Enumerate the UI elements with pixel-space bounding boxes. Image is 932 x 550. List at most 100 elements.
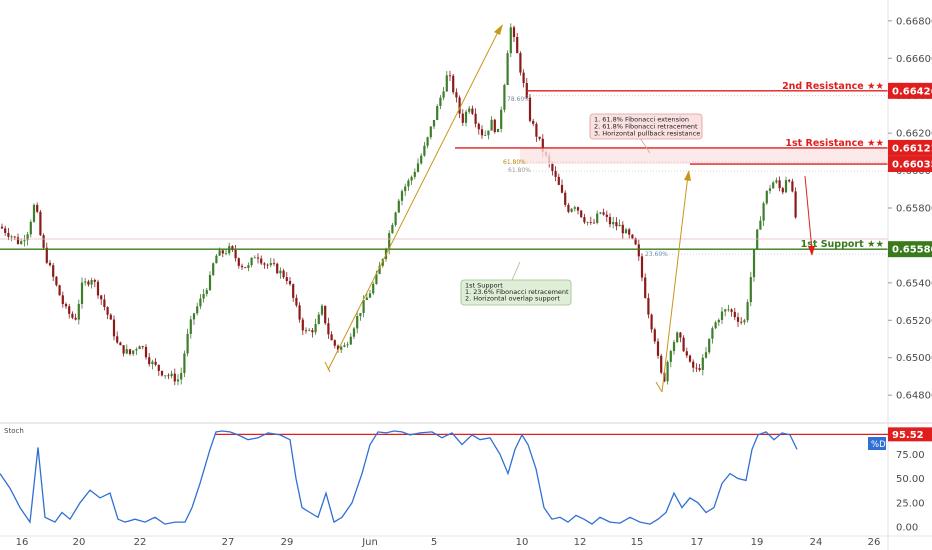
- candle-body: [372, 283, 375, 294]
- candle-body: [42, 235, 45, 248]
- candle-body: [151, 361, 154, 365]
- candle-body: [103, 299, 106, 308]
- candle-body: [404, 186, 407, 192]
- candle-body: [496, 128, 500, 133]
- candle-body: [736, 317, 740, 322]
- candle-body: [765, 190, 768, 204]
- candle-body: [685, 351, 688, 356]
- candle-body: [180, 373, 183, 380]
- candle-body: [423, 145, 426, 156]
- resistance-callout-line: 3. Horizontal pullback resistance: [594, 130, 700, 138]
- arrow-tail: [324, 361, 331, 373]
- candle-body: [52, 265, 55, 277]
- fib-label: 61.80%: [508, 167, 531, 174]
- stoch-value-tag-text: 95.52: [892, 430, 924, 441]
- candle-body: [260, 258, 263, 264]
- candle-body: [352, 328, 356, 337]
- candle-body: [503, 85, 506, 110]
- candle-body: [567, 204, 570, 212]
- candle-body: [500, 109, 503, 129]
- candle-body: [128, 349, 132, 355]
- stoch-tick-label: 50.00: [896, 474, 925, 485]
- time-tick-label: 16: [16, 537, 29, 548]
- candle-body: [292, 284, 295, 298]
- time-axis: 16 20 22 27 29 Jun 5 10 12 15 17 19 24 26: [16, 537, 881, 548]
- candle-body: [381, 258, 384, 266]
- candle-body: [464, 111, 468, 123]
- time-tick-label: Jun: [361, 537, 378, 548]
- stoch-tick-label: 0.00: [896, 523, 918, 534]
- candle-body: [394, 212, 397, 225]
- fib-extension-leg: [327, 27, 501, 371]
- candle-body: [698, 368, 701, 370]
- candle-body: [695, 367, 698, 369]
- candle-body: [173, 373, 176, 382]
- candle-body: [605, 214, 608, 217]
- candle-body: [0, 226, 4, 229]
- candle-body: [583, 217, 586, 223]
- candle-body: [266, 264, 269, 266]
- candle-body: [269, 263, 272, 266]
- candle-body: [279, 270, 282, 274]
- candle-body: [343, 345, 346, 347]
- level-price-tag: [888, 139, 932, 156]
- candle-body: [493, 119, 496, 133]
- candle-body: [631, 234, 634, 239]
- stoch-tick-label: 75.00: [896, 450, 925, 461]
- callout-pointer: [511, 261, 521, 281]
- candle-body: [420, 155, 423, 164]
- time-tick-label: 24: [810, 537, 823, 548]
- arrow-tail: [655, 381, 663, 393]
- candle-body: [701, 357, 704, 370]
- candle-body: [362, 300, 365, 313]
- stoch-pane: Stoch 75.00 50.00 25.00 0.00 95.52 %D: [0, 427, 932, 534]
- candle-body: [778, 180, 781, 189]
- candle-body: [196, 306, 199, 314]
- candle-body: [340, 346, 343, 350]
- candle-body: [794, 191, 797, 218]
- candle-body: [16, 237, 20, 244]
- candle-body: [468, 108, 471, 112]
- candle-body: [768, 188, 772, 191]
- candle-body: [647, 297, 650, 315]
- level-price-tag-text: 0.66035: [892, 160, 932, 171]
- candle-body: [711, 328, 714, 339]
- candle-body: [560, 184, 564, 193]
- candle-body: [490, 119, 493, 131]
- candle-body: [471, 108, 474, 114]
- candle-body: [458, 97, 461, 114]
- candle-body: [791, 181, 794, 192]
- resistance-zone: [520, 147, 888, 165]
- candle-body: [10, 236, 13, 238]
- candle-body: [775, 180, 778, 183]
- candle-body: [532, 120, 535, 124]
- candle-body: [640, 256, 644, 278]
- candle-body: [525, 83, 528, 98]
- candle-body: [356, 316, 359, 329]
- candle-body: [167, 375, 170, 377]
- candle-body: [522, 72, 525, 84]
- candle-body: [272, 263, 276, 264]
- candle-body: [474, 113, 477, 124]
- candle-body: [653, 329, 656, 342]
- candle-body: [215, 255, 218, 264]
- annotation-overlay: 2nd Resistance ★★ 1st Resistance ★★ 1st Su…: [0, 24, 888, 393]
- candle-body: [301, 319, 304, 331]
- candle-body: [516, 37, 519, 54]
- candle-body: [784, 180, 788, 193]
- candle-body: [176, 379, 180, 382]
- candle-body: [45, 247, 48, 263]
- candle-body: [119, 342, 122, 346]
- candle-body: [116, 336, 119, 343]
- candle-body: [628, 229, 631, 235]
- candle-body: [682, 337, 685, 352]
- fib-label: 78.60%: [507, 96, 530, 103]
- candle-body: [164, 375, 167, 377]
- price-axis: 0.668000.666000.664000.662000.660000.658…: [888, 16, 932, 402]
- candle-body: [77, 303, 80, 320]
- candle-body: [391, 224, 394, 234]
- candle-body: [308, 330, 311, 331]
